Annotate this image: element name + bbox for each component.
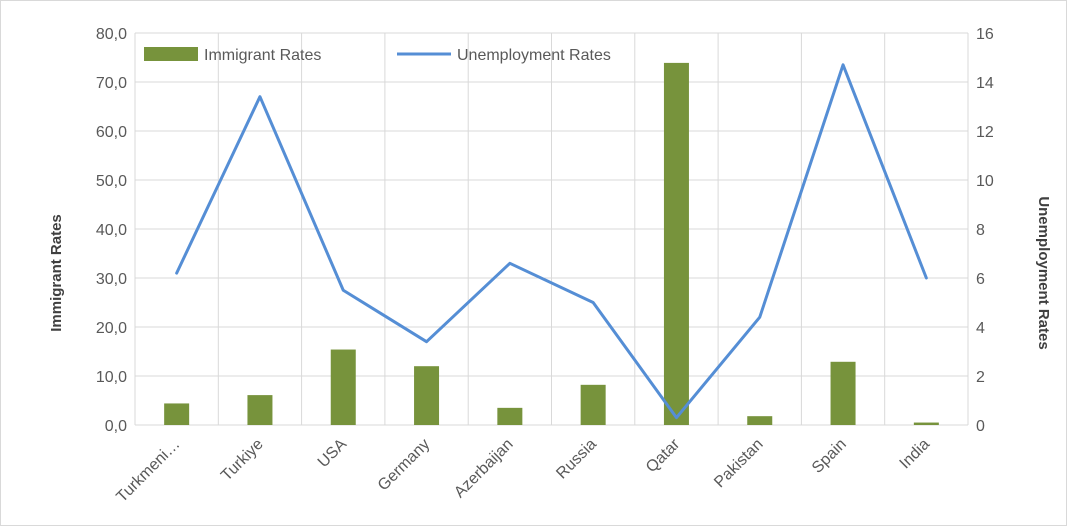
y-axis-left-title: Immigrant Rates [48,214,65,332]
y-left-tick-label: 20,0 [96,320,127,337]
y-left-tick-label: 60,0 [96,124,127,141]
bar-series-immigrant-rates [164,62,939,425]
x-category-label: Spain [809,436,850,477]
y-right-tick-label: 10 [976,173,994,190]
y-left-tick-label: 40,0 [96,222,127,239]
bar-immigrant-rate [247,395,273,425]
bar-immigrant-rate [580,384,606,425]
legend-label-unemployment-rates: Unemployment Rates [457,47,611,64]
y-right-tick-label: 14 [976,75,994,92]
y-right-tick-label: 0 [976,418,985,435]
x-category-label: Germany [375,436,434,495]
y-right-tick-label: 6 [976,271,985,288]
x-category-label: Russia [553,436,600,483]
bar-immigrant-rate [747,416,773,425]
bar-immigrant-rate [164,403,190,425]
legend-swatch-immigrant-rates [144,47,198,61]
legend: Immigrant Rates Unemployment Rates [144,47,611,64]
y-right-tick-label: 4 [976,320,985,337]
x-category-label: India [897,436,934,473]
axes: 0,0 10,0 20,0 30,0 40,0 50,0 60,0 70,0 80,0 0 2 4 6 8… [96,26,994,506]
y-axis-right-title: Unemployment Rates [1035,196,1052,349]
line-series-unemployment-rates [175,63,928,420]
x-category-label: Turkiye [218,436,267,485]
y-left-tick-label: 80,0 [96,26,127,43]
bar-immigrant-rate [330,349,356,425]
gridlines [134,32,969,426]
y-left-tick-label: 0,0 [105,418,127,435]
x-category-label: Azerbaijan [451,436,516,501]
y-left-tick-label: 10,0 [96,369,127,386]
bar-immigrant-rate [497,407,523,425]
bar-immigrant-rate [830,361,856,425]
y-right-tick-label: 8 [976,222,985,239]
y-left-tick-label: 50,0 [96,173,127,190]
y-right-tick-label: 2 [976,369,985,386]
bar-immigrant-rate [663,62,689,425]
legend-label-immigrant-rates: Immigrant Rates [204,47,321,64]
y-left-tick-label: 30,0 [96,271,127,288]
bar-immigrant-rate [414,366,440,425]
x-category-label: Qatar [643,435,684,476]
x-category-label: Turkmeni… [113,436,183,506]
y-left-tick-label: 70,0 [96,75,127,92]
y-right-tick-label: 16 [976,26,994,43]
unemployment-rate-line [175,63,928,420]
bar-immigrant-rate [913,422,939,425]
x-category-label: USA [315,436,351,472]
x-category-label: Pakistan [711,436,766,491]
y-right-tick-label: 12 [976,124,994,141]
